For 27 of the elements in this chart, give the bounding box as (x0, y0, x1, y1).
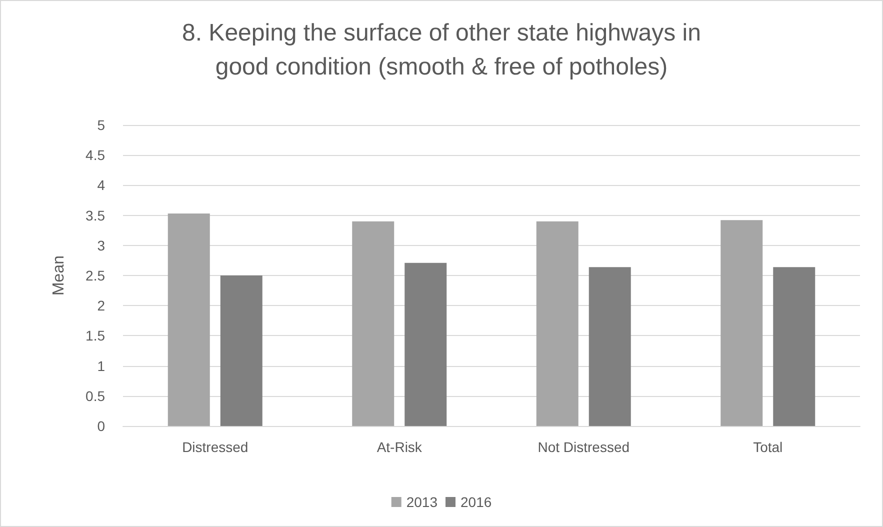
bar (404, 262, 447, 426)
y-tick-label: 5 (97, 117, 106, 133)
y-tick-label: 0.5 (86, 388, 106, 404)
y-tick-label: 1 (97, 358, 106, 374)
x-tick-label: Distressed (182, 439, 248, 455)
y-axis-title: Mean (50, 255, 68, 296)
y-tick-label: 3 (97, 237, 106, 254)
y-tick-label: 4 (97, 177, 106, 194)
bar (352, 221, 394, 426)
x-tick-label: Total (753, 439, 783, 455)
y-tick-label: 1.5 (86, 328, 106, 344)
bar (588, 267, 631, 426)
chart-title: 8. Keeping the surface of other state highways in good condition (smooth & free of potholes) (182, 20, 701, 80)
legend-label: 2013 (406, 494, 438, 510)
bar (168, 213, 210, 426)
bar (773, 267, 816, 426)
y-tick-label: 2.5 (86, 268, 106, 284)
bar (720, 220, 763, 426)
x-tick-label: Not Distressed (538, 439, 630, 455)
y-tick-label: 4.5 (86, 147, 106, 164)
bar (220, 276, 262, 426)
x-tick-label: At-Risk (376, 439, 423, 455)
bar (536, 221, 578, 426)
y-tick-label: 2 (97, 298, 106, 314)
legend-label: 2016 (460, 494, 492, 510)
y-tick-label: 0 (97, 418, 106, 434)
y-tick-label: 3.5 (86, 207, 106, 224)
